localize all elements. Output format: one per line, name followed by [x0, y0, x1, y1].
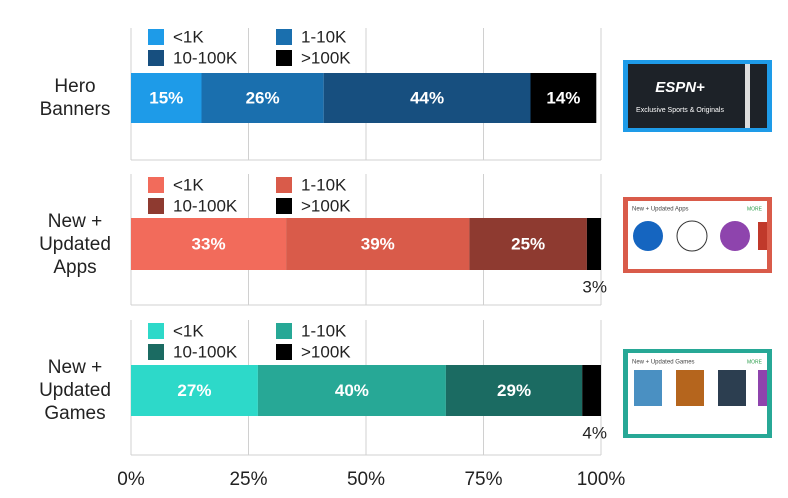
x-tick-label: 100%: [577, 469, 626, 490]
legend-swatch: [148, 323, 164, 339]
bar-segment: [131, 218, 287, 270]
app-icon: [633, 221, 663, 251]
legend-swatch: [276, 50, 292, 66]
legend-label: >100K: [301, 48, 351, 67]
legend-swatch: [276, 177, 292, 193]
bar-segment: [469, 218, 587, 270]
category-label: New + Updated Games: [39, 357, 111, 424]
data-label: 27%: [177, 381, 211, 400]
bar-segment: [445, 365, 583, 416]
data-label: 26%: [246, 88, 280, 107]
x-tick-label: 0%: [117, 469, 145, 490]
thumbnail-title: New + Updated Games: [632, 360, 695, 366]
data-label: 15%: [149, 88, 183, 107]
thumbnail-divider: [745, 64, 750, 128]
thumbnail-subtitle: Exclusive Sports & Originals: [636, 107, 724, 114]
legend-label: >100K: [301, 196, 351, 215]
thumbnail-subtitle: MORE: [747, 206, 763, 212]
app-icon: [720, 221, 750, 251]
thumbnail-title: ESPN+: [655, 79, 705, 96]
data-label: 39%: [361, 234, 395, 253]
bar-segment: [582, 365, 601, 416]
app-icon: [676, 220, 708, 252]
data-label: 14%: [546, 88, 580, 107]
legend-swatch: [276, 344, 292, 360]
x-tick-label: 75%: [464, 469, 502, 490]
legend-swatch: [276, 323, 292, 339]
legend-label: 1-10K: [301, 321, 347, 340]
bar-segment: [323, 73, 531, 123]
legend-label: 10-100K: [173, 48, 238, 67]
legend-label: 1-10K: [301, 27, 347, 46]
legend-swatch: [148, 177, 164, 193]
data-label: 3%: [582, 277, 607, 296]
data-label: 44%: [410, 88, 444, 107]
thumbnail-subtitle: MORE: [747, 359, 763, 365]
bar-segment: [201, 73, 324, 123]
legend-label: <1K: [173, 27, 204, 46]
x-tick-label: 50%: [347, 469, 385, 490]
game-icon: [676, 370, 704, 406]
data-label: 33%: [192, 234, 226, 253]
legend-swatch: [148, 29, 164, 45]
bar-segment: [257, 365, 446, 416]
data-label: 40%: [335, 381, 369, 400]
legend-label: 10-100K: [173, 342, 238, 361]
game-icon: [718, 370, 746, 406]
category-label: New + Updated Apps: [39, 210, 111, 278]
category-label: Hero Banners: [39, 76, 111, 120]
bar-segment: [530, 73, 597, 123]
x-tick-label: 25%: [229, 469, 267, 490]
data-label: 25%: [511, 234, 545, 253]
thumbnail-title: New + Updated Apps: [632, 207, 689, 213]
data-label: 4%: [582, 423, 607, 442]
data-label: 29%: [497, 381, 531, 400]
legend-label: <1K: [173, 175, 204, 194]
legend-label: 10-100K: [173, 196, 238, 215]
game-icon: [634, 370, 662, 406]
legend-label: 1-10K: [301, 175, 347, 194]
thumbnail-image: [628, 64, 767, 128]
game-icon: [758, 370, 767, 406]
legend-label: >100K: [301, 342, 351, 361]
bar-segment: [286, 218, 470, 270]
app-icon: [758, 222, 767, 250]
legend-swatch: [276, 29, 292, 45]
legend-swatch: [148, 198, 164, 214]
legend-label: <1K: [173, 321, 204, 340]
bar-segment: [586, 218, 601, 270]
legend-swatch: [148, 50, 164, 66]
legend-swatch: [276, 198, 292, 214]
legend-swatch: [148, 344, 164, 360]
bar-segment: [131, 73, 202, 123]
bar-segment: [131, 365, 258, 416]
